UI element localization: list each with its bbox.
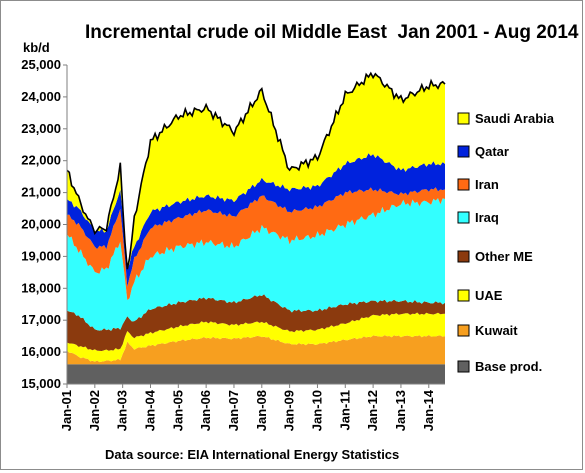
x-tick-label: Jan-10: [309, 390, 324, 431]
legend-swatch-iraq: [457, 211, 470, 224]
x-tick-label: Jan-14: [421, 389, 436, 431]
legend-label-base-prod: Base prod.: [475, 359, 542, 374]
y-tick-label: 21,000: [21, 185, 61, 200]
axes: 15,000 16,000 17,000 18,000 19,000 20,000 21,0…: [21, 57, 445, 431]
legend-swatch-base-prod: [457, 360, 470, 373]
total-outline: [66, 71, 446, 270]
y-tick-label: 18,000: [21, 280, 61, 295]
area-iran: [67, 187, 445, 301]
legend-label-qatar: Qatar: [475, 144, 509, 159]
x-tick-label: Jan-04: [142, 389, 157, 431]
area-kuwait: [67, 335, 445, 365]
y-tick-label: 15,000: [21, 376, 61, 391]
legend: Saudi Arabia Qatar Iran Iraq Other ME UAE Kuwa…: [457, 111, 555, 374]
y-tick-label: 25,000: [21, 57, 61, 72]
x-tick-label: Jan-07: [226, 390, 241, 431]
legend-swatch-uae: [457, 289, 470, 302]
x-tick-label: Jan-08: [254, 390, 269, 431]
y-tick-label: 24,000: [21, 89, 61, 104]
source-note: Data source: EIA International Energy St…: [105, 447, 399, 462]
y-tick-label: 20,000: [21, 217, 61, 232]
x-tick-label: Jan-11: [337, 390, 352, 430]
y-axis-unit-label: kb/d: [23, 40, 50, 55]
area-iraq: [67, 198, 445, 331]
x-tick-label: Jan-12: [365, 390, 380, 431]
legend-swatch-saudi-arabia: [457, 112, 470, 125]
chart-title: Incremental crude oil Middle East Jan 20…: [85, 22, 579, 43]
legend-swatch-other-me: [457, 250, 470, 263]
x-tick-label: Jan-06: [198, 390, 213, 431]
legend-swatch-iran: [457, 178, 470, 191]
x-tick-label: Jan-05: [170, 390, 185, 431]
y-tick-label: 19,000: [21, 248, 61, 263]
area-base-prod: [67, 364, 445, 384]
y-tick-label: 23,000: [21, 121, 61, 136]
area-saudi-arabia: [67, 73, 445, 270]
area-other-me: [67, 294, 445, 351]
y-tick-label: 17,000: [21, 312, 61, 327]
legend-label-iran: Iran: [475, 177, 499, 192]
legend-swatch-kuwait: [457, 324, 470, 337]
legend-swatch-qatar: [457, 145, 470, 158]
area-layers: [66, 71, 446, 384]
y-tick-label: 22,000: [21, 153, 61, 168]
y-tick-label: 16,000: [21, 344, 61, 359]
area-uae: [67, 312, 445, 363]
x-tick-label: Jan-03: [115, 390, 130, 431]
legend-label-other-me: Other ME: [475, 249, 533, 264]
legend-label-uae: UAE: [475, 288, 503, 303]
legend-label-kuwait: Kuwait: [475, 323, 518, 338]
area-qatar: [67, 153, 445, 287]
x-tick-label: Jan-13: [393, 390, 408, 431]
legend-label-iraq: Iraq: [475, 210, 499, 225]
x-tick-label: Jan-02: [87, 390, 102, 431]
legend-label-saudi-arabia: Saudi Arabia: [475, 111, 555, 126]
x-tick-label: Jan-09: [282, 390, 297, 431]
x-tick-label: Jan-01: [59, 390, 74, 431]
